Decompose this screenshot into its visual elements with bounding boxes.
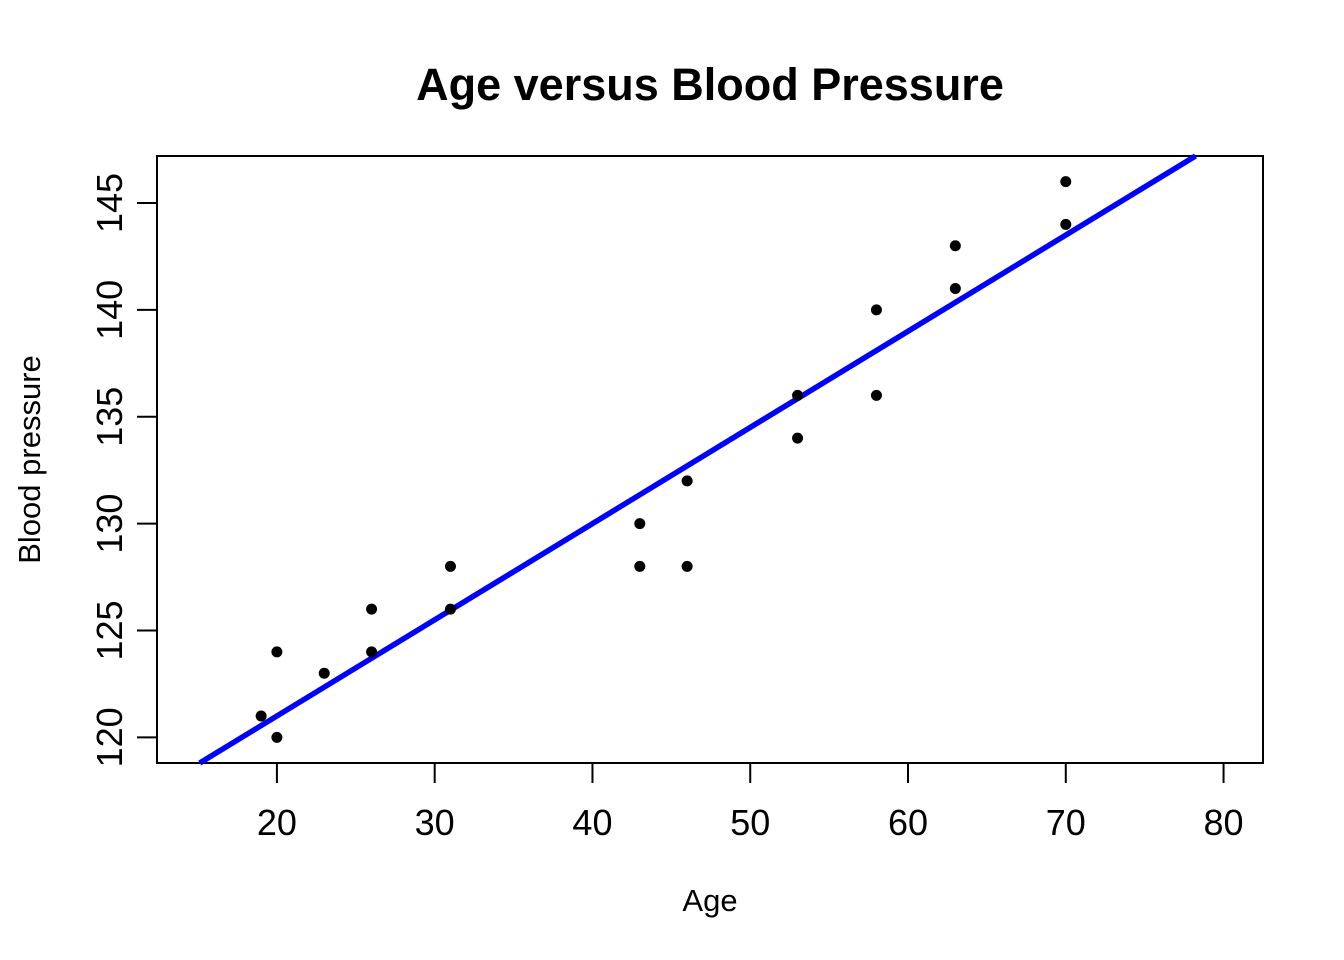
data-point [444, 560, 456, 572]
data-point [318, 667, 330, 679]
x-tick-label: 40 [572, 802, 612, 843]
regression-line [198, 153, 1197, 766]
data-point [366, 603, 378, 615]
x-tick-label: 80 [1204, 802, 1244, 843]
x-tick-label: 20 [257, 802, 297, 843]
x-tick-label: 30 [415, 802, 455, 843]
data-point [870, 389, 882, 401]
data-point [792, 389, 804, 401]
y-tick-label: 125 [89, 600, 130, 660]
x-tick-label: 50 [730, 802, 770, 843]
y-tick-label: 130 [89, 494, 130, 554]
data-point [681, 560, 693, 572]
data-point [949, 240, 961, 252]
data-point [634, 518, 646, 530]
data-point [366, 646, 378, 658]
data-point [271, 731, 283, 743]
data-point [681, 475, 693, 487]
y-axis-label: Blood pressure [12, 355, 47, 564]
regression-line-group [198, 153, 1197, 766]
chart-title: Age versus Blood Pressure [416, 59, 1004, 110]
data-point [444, 603, 456, 615]
data-point [255, 710, 267, 722]
x-axis: 20 30 40 50 60 70 80 [257, 763, 1244, 843]
data-point [792, 432, 804, 444]
x-tick-label: 60 [888, 802, 928, 843]
y-axis: 120 125 130 135 140 145 [89, 173, 157, 767]
data-point [870, 304, 882, 316]
data-points-group [255, 176, 1072, 743]
y-tick-label: 135 [89, 387, 130, 447]
data-point [1060, 176, 1072, 188]
data-point [634, 560, 646, 572]
y-tick-label: 140 [89, 280, 130, 340]
data-point [949, 283, 961, 295]
x-tick-label: 70 [1046, 802, 1086, 843]
data-point [1060, 218, 1072, 230]
x-axis-label: Age [682, 883, 737, 918]
y-tick-label: 145 [89, 173, 130, 233]
data-point [271, 646, 283, 658]
plot-frame [156, 155, 1264, 764]
y-tick-label: 120 [89, 707, 130, 767]
